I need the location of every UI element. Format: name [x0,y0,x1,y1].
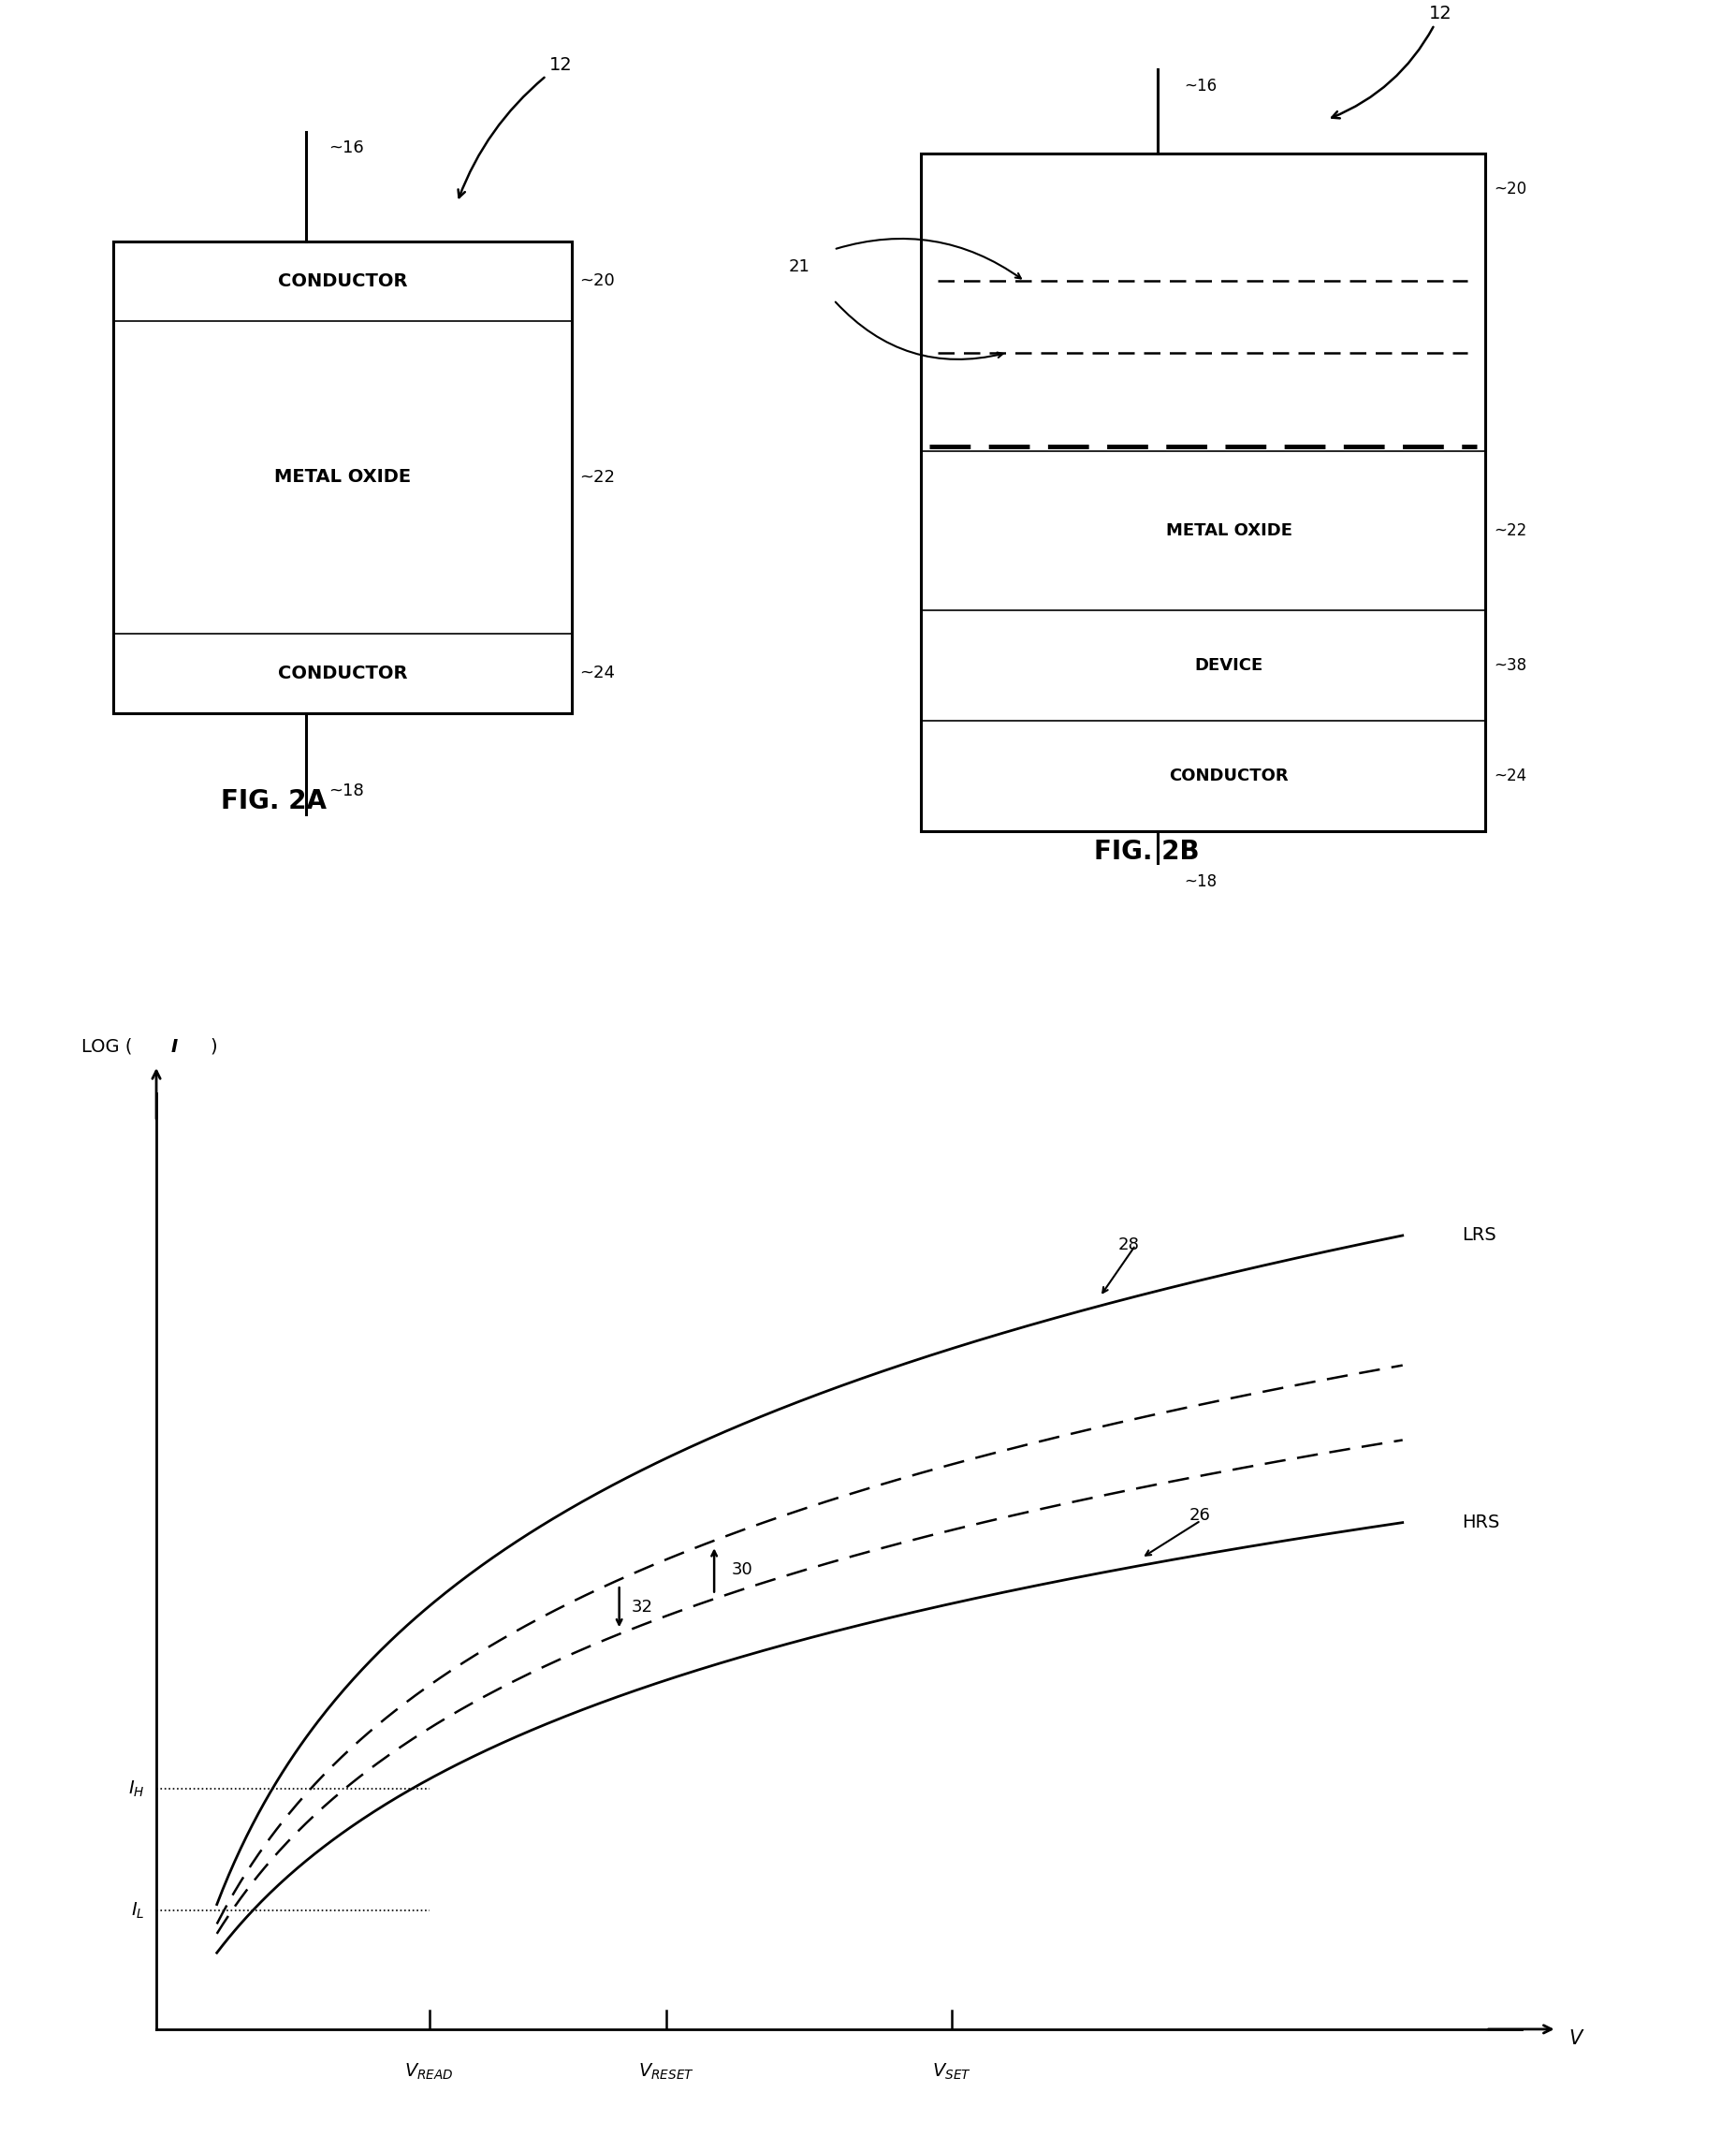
Text: ~20: ~20 [1493,182,1526,197]
Text: CONDUCTOR: CONDUCTOR [278,664,408,681]
Text: FIG. 2B: FIG. 2B [1094,839,1198,865]
Text: LRS: LRS [1462,1226,1495,1245]
Text: ~24: ~24 [1493,767,1526,784]
Text: 21: 21 [788,258,809,276]
Text: V: V [1568,2029,1581,2048]
Text: 12: 12 [458,56,571,197]
Text: I: I [170,1038,177,1055]
Text: 28: 28 [1116,1237,1139,1254]
Text: 12: 12 [1332,4,1451,117]
Text: METAL OXIDE: METAL OXIDE [274,468,411,487]
Text: ~22: ~22 [1493,521,1526,538]
Text: ~16: ~16 [1184,77,1215,94]
Text: ~18: ~18 [328,782,365,799]
Text: 26: 26 [1187,1508,1210,1525]
Text: $I_L$: $I_L$ [130,1901,144,1920]
Text: 32: 32 [630,1600,653,1615]
Text: ~20: ~20 [580,273,615,290]
Text: CONDUCTOR: CONDUCTOR [1168,767,1288,784]
Text: ~38: ~38 [1493,658,1526,673]
Text: FIG. 2A: FIG. 2A [220,788,326,814]
Text: ~16: ~16 [328,139,365,156]
Text: $I_H$: $I_H$ [128,1779,144,1799]
Text: METAL OXIDE: METAL OXIDE [1165,521,1292,538]
Text: ): ) [210,1038,217,1055]
Text: ~18: ~18 [1184,874,1215,891]
Text: CONDUCTOR: CONDUCTOR [278,271,408,290]
Text: $V_{SET}$: $V_{SET}$ [932,2061,970,2083]
Text: ~22: ~22 [580,470,615,485]
Text: 30: 30 [731,1561,753,1579]
Text: ~24: ~24 [580,664,615,681]
Text: HRS: HRS [1462,1514,1498,1532]
Text: $V_{RESET}$: $V_{RESET}$ [639,2061,694,2083]
Text: LOG (: LOG ( [82,1038,132,1055]
Text: DEVICE: DEVICE [1194,658,1262,673]
Text: $V_{READ}$: $V_{READ}$ [404,2061,453,2083]
